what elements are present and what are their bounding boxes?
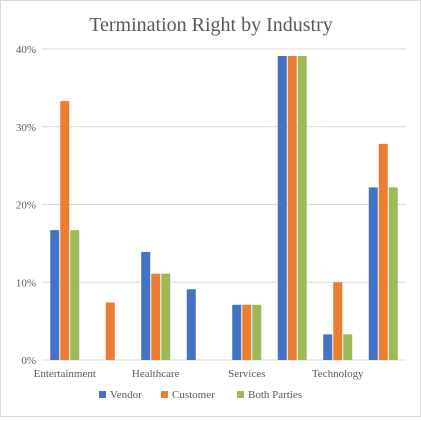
- legend-label: Vendor: [110, 389, 142, 401]
- y-tick-label: 0%: [21, 355, 36, 367]
- bar: [161, 273, 171, 360]
- bar: [232, 304, 242, 360]
- bar: [252, 304, 262, 360]
- bar: [388, 187, 398, 360]
- x-tick-label: Healthcare: [132, 368, 180, 380]
- y-tick-label: 30%: [16, 122, 36, 134]
- bar: [287, 55, 297, 361]
- bar: [186, 289, 196, 360]
- x-tick-label: Technology: [312, 368, 364, 380]
- legend: Vendor Customer Both Parties: [99, 389, 302, 401]
- bars: [50, 55, 398, 361]
- bar: [297, 55, 307, 361]
- legend-swatch: [237, 391, 244, 398]
- chart-title: Termination Right by Industry: [89, 14, 333, 36]
- legend-label: Both Parties: [248, 389, 302, 401]
- bar: [60, 101, 70, 360]
- bar: [151, 273, 161, 360]
- bar: [70, 230, 80, 360]
- bar: [343, 334, 353, 360]
- bar: [242, 304, 252, 360]
- y-axis-ticks: 0% 10% 20% 30% 40%: [16, 44, 36, 367]
- bar: [378, 143, 388, 360]
- x-tick-label: Services: [228, 368, 265, 380]
- legend-label: Customer: [172, 389, 215, 401]
- legend-swatch: [99, 391, 106, 398]
- y-tick-label: 10%: [16, 277, 36, 289]
- bar: [141, 251, 151, 360]
- x-tick-label: Entertainment: [34, 368, 96, 380]
- bar: [277, 55, 287, 361]
- bar: [105, 302, 115, 360]
- bar: [368, 187, 378, 360]
- y-tick-label: 20%: [16, 200, 36, 212]
- legend-swatch: [161, 391, 168, 398]
- bar: [333, 282, 343, 360]
- x-axis-ticks: Entertainment Healthcare Services Technolog…: [34, 368, 365, 380]
- bar: [323, 334, 333, 360]
- bar: [50, 230, 60, 360]
- y-tick-label: 40%: [16, 44, 36, 56]
- gridlines: [42, 48, 406, 361]
